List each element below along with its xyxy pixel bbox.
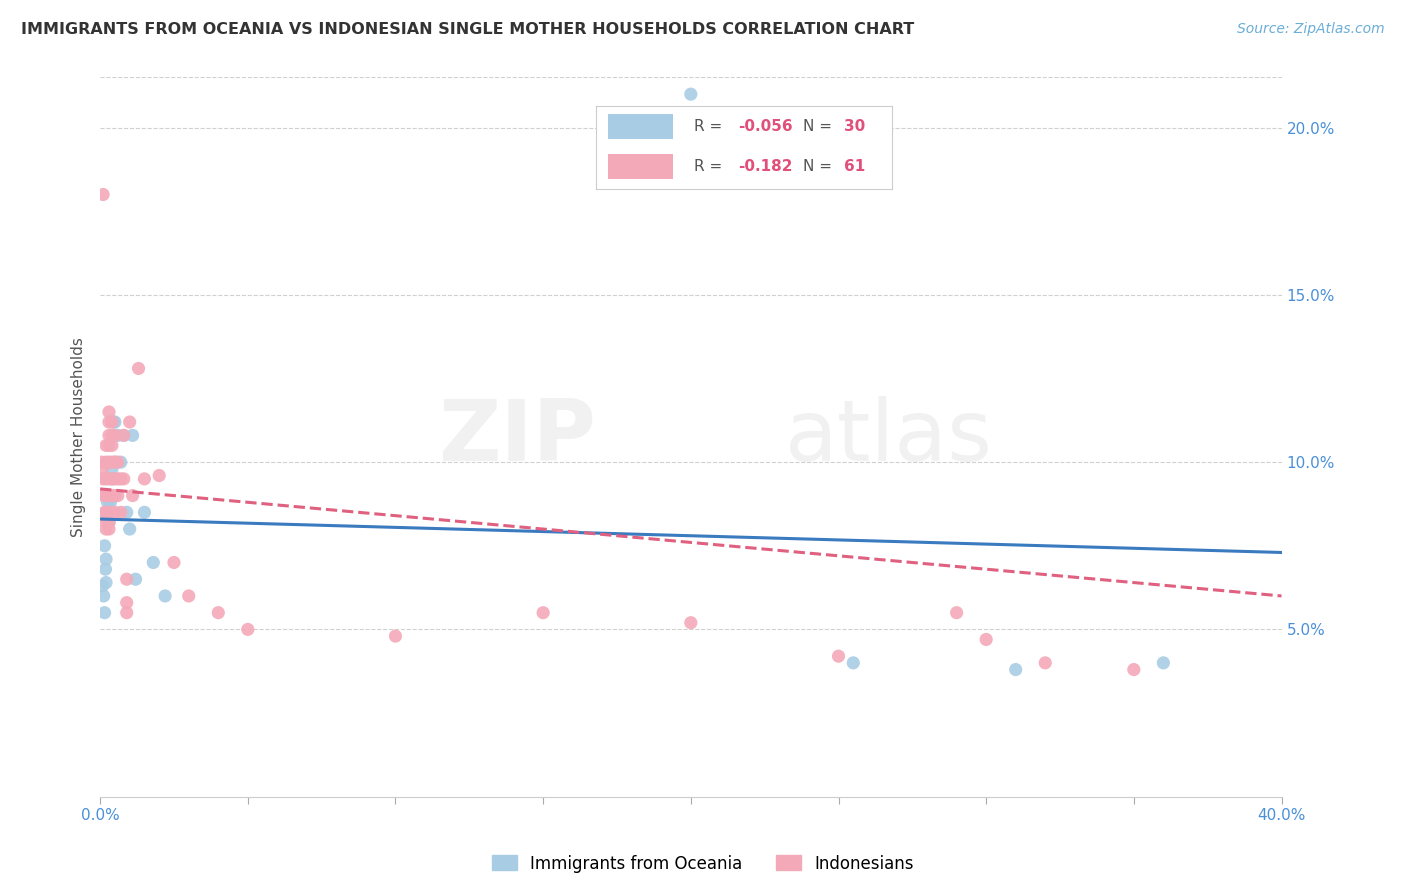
Point	[104, 455, 127, 469]
Point	[121, 428, 143, 442]
Text: IMMIGRANTS FROM OCEANIA VS INDONESIAN SINGLE MOTHER HOUSEHOLDS CORRELATION CHART: IMMIGRANTS FROM OCEANIA VS INDONESIAN SI…	[21, 22, 914, 37]
Point	[107, 489, 129, 503]
Point	[679, 615, 702, 630]
Point	[207, 606, 229, 620]
Point	[112, 428, 135, 442]
Point	[94, 516, 117, 530]
Point	[118, 522, 141, 536]
Point	[94, 575, 117, 590]
Point	[104, 472, 127, 486]
Point	[101, 489, 124, 503]
Point	[679, 87, 702, 102]
Point	[101, 428, 124, 442]
Point	[124, 572, 146, 586]
Point	[142, 556, 165, 570]
Point	[107, 472, 129, 486]
Point	[110, 505, 132, 519]
Point	[98, 455, 121, 469]
Point	[94, 489, 117, 503]
Point	[101, 438, 124, 452]
Point	[104, 428, 127, 442]
Point	[98, 505, 121, 519]
Point	[98, 472, 121, 486]
Point	[91, 187, 114, 202]
Point	[134, 472, 156, 486]
Point	[93, 489, 115, 503]
Point	[94, 562, 117, 576]
Point	[98, 522, 121, 536]
Point	[94, 552, 117, 566]
Point	[103, 415, 125, 429]
Point	[100, 495, 122, 509]
Point	[384, 629, 406, 643]
Point	[101, 472, 124, 486]
Point	[93, 589, 115, 603]
Point	[94, 472, 117, 486]
Point	[101, 415, 124, 429]
Text: ZIP: ZIP	[439, 395, 596, 478]
Point	[104, 455, 127, 469]
Point	[98, 489, 121, 503]
Point	[91, 462, 114, 476]
Point	[236, 623, 259, 637]
Point	[107, 455, 129, 469]
Point	[93, 505, 115, 519]
Point	[101, 472, 124, 486]
Point	[91, 579, 114, 593]
Y-axis label: Single Mother Households: Single Mother Households	[72, 337, 86, 537]
Point	[110, 455, 132, 469]
Point	[94, 455, 117, 469]
Point	[163, 556, 186, 570]
Point	[96, 495, 118, 509]
Point	[118, 415, 141, 429]
Point	[827, 649, 849, 664]
Point	[115, 505, 138, 519]
Point	[121, 489, 143, 503]
Point	[945, 606, 967, 620]
Point	[531, 606, 554, 620]
Point	[101, 455, 124, 469]
Point	[112, 472, 135, 486]
Point	[115, 596, 138, 610]
Point	[90, 455, 112, 469]
Text: Source: ZipAtlas.com: Source: ZipAtlas.com	[1237, 22, 1385, 37]
Point	[177, 589, 200, 603]
Point	[107, 428, 129, 442]
Text: atlas: atlas	[786, 395, 993, 478]
Point	[134, 505, 156, 519]
Point	[98, 516, 121, 530]
Point	[842, 656, 865, 670]
Point	[98, 405, 121, 419]
Point	[98, 516, 121, 530]
Point	[110, 472, 132, 486]
Point	[94, 438, 117, 452]
Point	[94, 505, 117, 519]
Point	[104, 489, 127, 503]
Point	[104, 505, 127, 519]
Point	[1122, 663, 1144, 677]
Point	[98, 438, 121, 452]
Point	[93, 606, 115, 620]
Point	[98, 415, 121, 429]
Point	[112, 428, 135, 442]
Point	[1152, 656, 1174, 670]
Point	[1033, 656, 1056, 670]
Point	[115, 606, 138, 620]
Point	[91, 472, 114, 486]
Point	[115, 572, 138, 586]
Point	[974, 632, 997, 647]
Point	[98, 489, 121, 503]
Point	[94, 522, 117, 536]
Point	[93, 539, 115, 553]
Point	[104, 415, 127, 429]
Point	[1004, 663, 1026, 677]
Point	[128, 361, 150, 376]
Point	[153, 589, 176, 603]
Point	[101, 462, 124, 476]
Point	[98, 428, 121, 442]
Point	[148, 468, 170, 483]
Legend: Immigrants from Oceania, Indonesians: Immigrants from Oceania, Indonesians	[485, 848, 921, 880]
